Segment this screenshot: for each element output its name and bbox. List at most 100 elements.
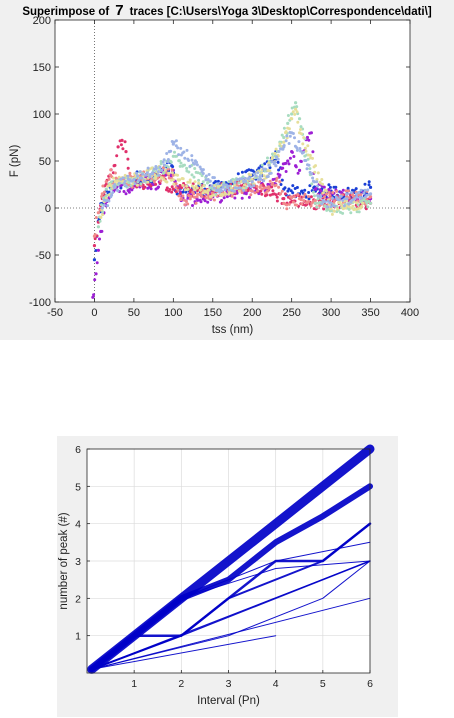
trace-point (145, 171, 149, 175)
trace-point (177, 153, 181, 157)
trace-point (331, 196, 334, 200)
trace-point (138, 170, 142, 174)
force-trace-plot: -50 0 50 100 150 200 250 300 350 400-100-50050100… (9, 15, 419, 336)
x-tick-label: -50 (47, 307, 63, 319)
trace-point (295, 148, 299, 152)
trace-point (302, 199, 306, 203)
trace-point (116, 145, 120, 149)
trace-point (198, 188, 202, 192)
trace-point (236, 178, 240, 181)
trace-point (355, 201, 359, 205)
trace-point (188, 164, 192, 168)
trace-point (293, 136, 296, 140)
trace-point (250, 189, 254, 193)
trace-point (281, 147, 285, 151)
trace-point (221, 185, 225, 189)
peak-line-9 (91, 635, 277, 670)
trace-point (195, 189, 199, 193)
trace-point (294, 107, 298, 111)
trace-point (306, 157, 310, 161)
y-tick-label: 4 (75, 519, 81, 531)
y-tick-label: 1 (75, 631, 81, 643)
trace-point (121, 176, 125, 180)
y-tick-label: -50 (35, 250, 51, 262)
trace-point (352, 208, 356, 212)
x-axis-label: Interval (Pn) (197, 695, 260, 707)
trace-point (256, 178, 260, 181)
trace-point (171, 187, 175, 191)
x-tick-label: 1 (131, 678, 137, 690)
trace-point (262, 186, 266, 190)
trace-point (127, 181, 131, 185)
trace-point (298, 147, 302, 150)
trace-point (212, 184, 216, 188)
trace-point (201, 168, 205, 172)
trace-point (200, 194, 204, 198)
trace-point (277, 185, 281, 189)
trace-point (113, 171, 117, 175)
trace-point (283, 186, 287, 190)
trace-point (192, 175, 196, 179)
trace-point (170, 171, 174, 175)
trace-point (215, 188, 219, 192)
trace-point (269, 171, 273, 175)
trace-point (149, 187, 153, 191)
trace-point (274, 147, 278, 151)
trace-point (179, 161, 183, 165)
trace-point (265, 193, 269, 197)
trace-point (279, 183, 283, 186)
trace-point (280, 133, 284, 137)
trace-point (357, 191, 361, 194)
trace-point (365, 193, 369, 197)
trace-point (270, 157, 274, 161)
trace-point (183, 156, 187, 160)
x-tick-label: 200 (243, 307, 261, 319)
trace-point (240, 191, 244, 195)
x-tick-label: 150 (204, 307, 222, 319)
trace-point (126, 177, 130, 181)
trace-point (249, 185, 253, 189)
trace-point (131, 182, 135, 186)
trace-point (190, 154, 194, 158)
x-tick-label: 0 (91, 307, 97, 319)
trace-point (256, 171, 260, 175)
trace-point (94, 216, 98, 219)
trace-point (249, 193, 253, 197)
trace-point (273, 151, 277, 155)
trace-point (342, 204, 346, 208)
trace-point (204, 196, 208, 200)
trace-point (139, 182, 143, 186)
trace-point (368, 185, 373, 189)
trace-point (203, 199, 207, 203)
trace-point (176, 188, 180, 192)
trace-point (170, 168, 174, 172)
trace-point (319, 194, 323, 198)
trace-point (201, 180, 205, 184)
trace-point (276, 172, 280, 176)
trace-point (290, 106, 294, 110)
trace-point (142, 179, 146, 183)
trace-point (135, 171, 138, 175)
trace-point (127, 183, 131, 187)
trace-point (121, 147, 125, 151)
trace-point (315, 205, 319, 209)
trace-point (259, 177, 263, 181)
trace-point (183, 188, 187, 192)
trace-point (212, 176, 216, 180)
trace-point (268, 166, 272, 170)
y-tick-label: 0 (45, 203, 51, 215)
trace-point (292, 195, 296, 199)
trace-point (186, 180, 190, 184)
trace-point (231, 177, 235, 181)
trace-point (304, 159, 308, 162)
trace-point (280, 189, 284, 193)
trace-point (226, 184, 230, 188)
trace-point (169, 178, 173, 182)
y-tick-label: 100 (33, 109, 51, 121)
trace-point (255, 184, 259, 188)
trace-point (178, 192, 182, 196)
trace-point (295, 105, 299, 109)
trace-point (143, 185, 147, 189)
trace-point (196, 171, 200, 175)
trace-point (254, 174, 258, 178)
